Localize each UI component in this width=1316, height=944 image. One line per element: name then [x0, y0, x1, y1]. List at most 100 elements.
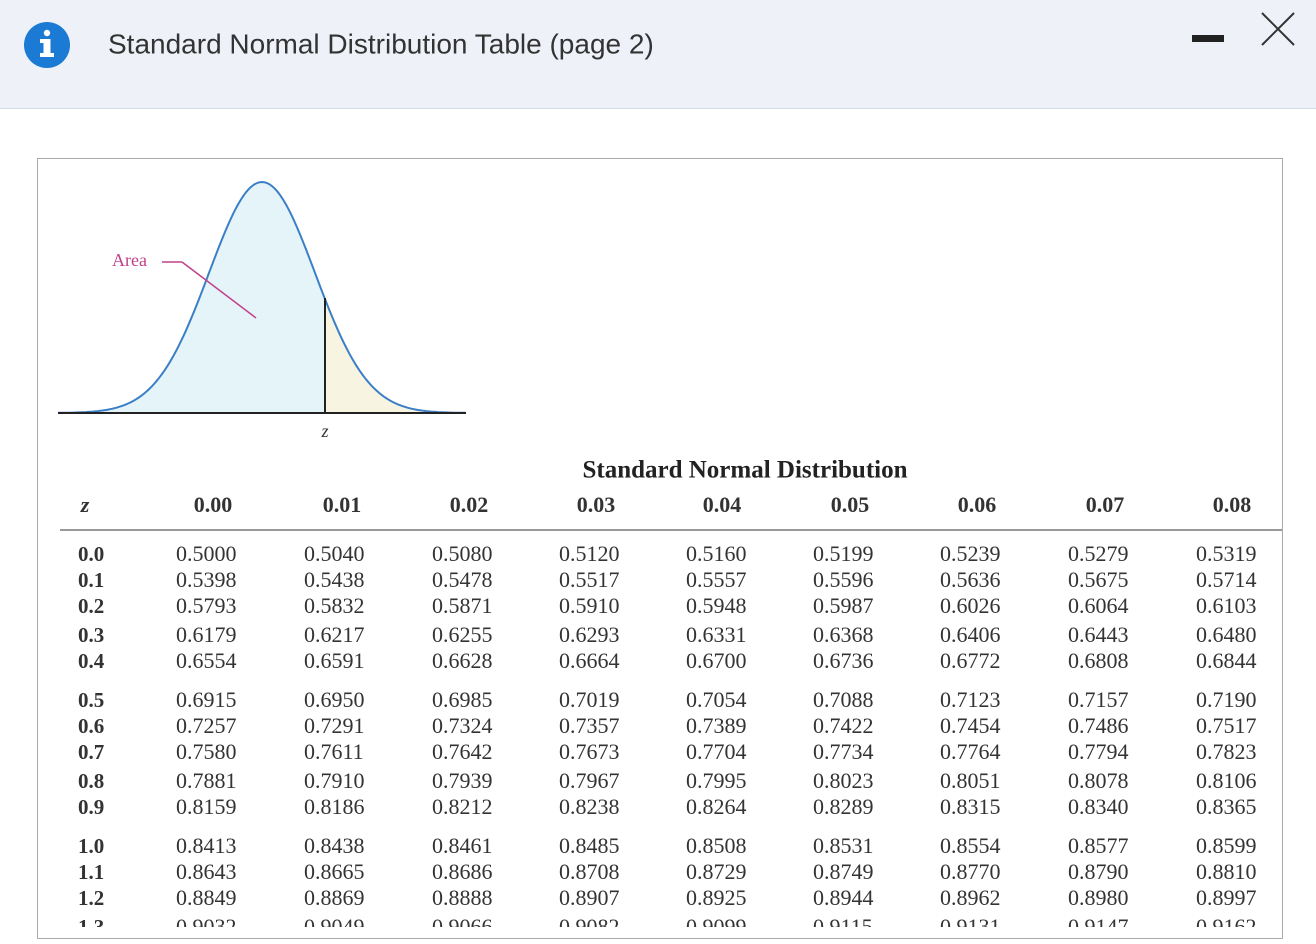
- dialog-title: Standard Normal Distribution Table (page…: [108, 28, 654, 59]
- column-header: 0.08: [1213, 492, 1252, 517]
- cell: 0.5319: [1196, 541, 1257, 566]
- column-header: 0.01: [323, 492, 362, 517]
- cell: 0.5239: [940, 541, 1001, 566]
- cell: 0.7764: [940, 739, 1001, 764]
- cell: 0.7823: [1196, 739, 1257, 764]
- cell: 0.6406: [940, 622, 1001, 647]
- cell: 0.6772: [940, 648, 1001, 673]
- cell: 0.8980: [1068, 885, 1129, 910]
- z-value: 1.3: [78, 915, 104, 939]
- cell: 0.7019: [559, 687, 620, 712]
- cell: 0.6664: [559, 648, 620, 673]
- area-pointer: [181, 261, 257, 319]
- cell: 0.6026: [940, 593, 1001, 618]
- cell: 0.6480: [1196, 622, 1257, 647]
- cell: 0.6915: [176, 687, 237, 712]
- cell: 0.9066: [432, 914, 493, 939]
- cell: 0.6368: [813, 622, 874, 647]
- cell: 0.6217: [304, 622, 365, 647]
- cell: 0.8078: [1068, 768, 1129, 793]
- cell: 0.7257: [176, 713, 237, 738]
- cell: 0.5636: [940, 567, 1001, 592]
- cell: 0.8051: [940, 768, 1001, 793]
- cell: 0.8508: [686, 833, 747, 858]
- cell: 0.5793: [176, 593, 237, 618]
- column-header: 0.05: [831, 492, 870, 517]
- table-title: Standard Normal Distribution: [582, 457, 907, 484]
- z-value: 0.8: [78, 769, 104, 793]
- cell: 0.5871: [432, 593, 493, 618]
- cell: 0.5517: [559, 567, 620, 592]
- cell: 0.6700: [686, 648, 747, 673]
- cell: 0.6736: [813, 648, 874, 673]
- z-value: 0.6: [78, 714, 104, 738]
- cell: 0.7734: [813, 739, 874, 764]
- cell: 0.6293: [559, 622, 620, 647]
- cell: 0.8186: [304, 794, 365, 819]
- normal-curve: [57, 180, 467, 414]
- cell: 0.8159: [176, 794, 237, 819]
- cell: 0.9049: [304, 914, 365, 939]
- cell: 0.5910: [559, 593, 620, 618]
- cell: 0.8413: [176, 833, 237, 858]
- cell: 0.8790: [1068, 859, 1129, 884]
- cell: 0.5120: [559, 541, 620, 566]
- cell: 0.8686: [432, 859, 493, 884]
- cell: 0.8315: [940, 794, 1001, 819]
- cell: 0.7157: [1068, 687, 1129, 712]
- cell: 0.7611: [304, 739, 364, 764]
- cell: 0.6103: [1196, 593, 1257, 618]
- minimize-button[interactable]: [1192, 35, 1224, 42]
- z-value: 0.2: [78, 594, 104, 618]
- cell: 0.7642: [432, 739, 493, 764]
- z-value: 0.5: [78, 688, 104, 712]
- z-column-header: z: [80, 492, 90, 517]
- cell: 0.8023: [813, 768, 874, 793]
- cell: 0.7422: [813, 713, 874, 738]
- cell: 0.7673: [559, 739, 620, 764]
- cell: 0.8729: [686, 859, 747, 884]
- header-bar: [0, 0, 1316, 108]
- column-header: 0.03: [577, 492, 616, 517]
- cell: 0.8944: [813, 885, 874, 910]
- cell: 0.7486: [1068, 713, 1129, 738]
- cell: 0.6591: [304, 648, 365, 673]
- cell: 0.5557: [686, 567, 747, 592]
- z-value: 0.1: [78, 568, 104, 592]
- cell: 0.6985: [432, 687, 493, 712]
- cell: 0.8665: [304, 859, 365, 884]
- z-value: 0.7: [78, 740, 104, 764]
- cell: 0.9082: [559, 914, 620, 939]
- cell: 0.8212: [432, 794, 493, 819]
- cell: 0.5199: [813, 541, 874, 566]
- cell: 0.8554: [940, 833, 1001, 858]
- cell: 0.7580: [176, 739, 237, 764]
- area-label: Area: [112, 250, 147, 270]
- cell: 0.8485: [559, 833, 620, 858]
- column-header: 0.06: [958, 492, 997, 517]
- cell: 0.6443: [1068, 622, 1129, 647]
- close-button[interactable]: [1261, 12, 1295, 46]
- panel-content: Area z Standard Normal Distribution z 0.0…: [57, 180, 1282, 939]
- cell: 0.7910: [304, 768, 365, 793]
- cell: 0.9032: [176, 914, 237, 939]
- column-header: 0.00: [194, 492, 233, 517]
- cell: 0.8962: [940, 885, 1001, 910]
- cell: 0.5438: [304, 567, 365, 592]
- z-value: 1.1: [78, 860, 104, 884]
- cell: 0.7190: [1196, 687, 1257, 712]
- cell: 0.7967: [559, 768, 620, 793]
- cell: 0.5478: [432, 567, 493, 592]
- cell: 0.6554: [176, 648, 237, 673]
- cell: 0.6179: [176, 622, 237, 647]
- cell: 0.6808: [1068, 648, 1129, 673]
- z-value: 1.0: [78, 834, 104, 858]
- cell: 0.7939: [432, 768, 493, 793]
- column-header: 0.04: [703, 492, 742, 517]
- cell: 0.9131: [940, 914, 1001, 939]
- cell: 0.7324: [432, 713, 493, 738]
- cell: 0.6064: [1068, 593, 1129, 618]
- cell: 0.8708: [559, 859, 620, 884]
